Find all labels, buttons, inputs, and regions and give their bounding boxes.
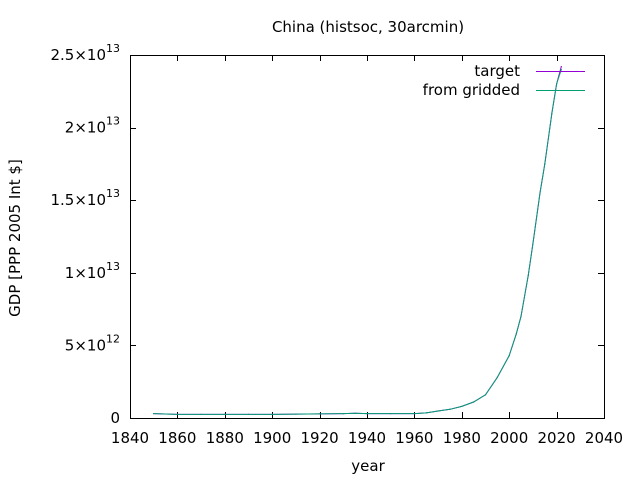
data-point [556, 83, 558, 85]
y-tick-label: 1×1013 [65, 260, 120, 282]
legend-item: target [474, 62, 585, 80]
y-tick-mantissa: 5×10 [65, 336, 106, 354]
series-from-gridded [153, 68, 562, 415]
x-tick-label: 1980 [443, 429, 481, 447]
data-point [295, 413, 297, 415]
x-tick-label: 1960 [395, 429, 433, 447]
plot-frame [130, 55, 605, 419]
data-point [532, 243, 534, 245]
y-tick-exponent: 13 [106, 187, 120, 200]
series-line [153, 66, 562, 415]
data-point [176, 413, 178, 415]
y-tick-label: 5×1012 [65, 332, 120, 354]
data-point [461, 405, 463, 407]
y-tick-mantissa: 2×10 [65, 119, 106, 137]
data-point [153, 413, 155, 415]
y-tick-mantissa: 1×10 [65, 264, 106, 282]
y-tick-exponent: 13 [106, 42, 120, 55]
y-tick-mantissa: 1.5×10 [50, 191, 106, 209]
data-point [413, 413, 415, 415]
data-point [449, 408, 451, 410]
y-tick-label: 1.5×1013 [50, 187, 120, 209]
y-axis-label: GDP [PPP 2005 Int $] [6, 159, 24, 317]
chart-title: China (histsoc, 30arcmin) [272, 18, 464, 36]
data-point [539, 192, 541, 194]
data-point [271, 413, 273, 415]
data-point [390, 413, 392, 415]
y-tick-label: 0 [110, 409, 120, 427]
x-tick-label: 1840 [111, 429, 149, 447]
data-point [366, 413, 368, 415]
x-tick-label: 1860 [158, 429, 196, 447]
x-tick-label: 2020 [538, 429, 576, 447]
y-tick-label: 2.5×1013 [50, 42, 120, 64]
data-point [342, 413, 344, 415]
data-point [544, 163, 546, 165]
legend-item: from gridded [423, 81, 585, 99]
y-tick-exponent: 12 [106, 332, 120, 345]
data-point [551, 112, 553, 114]
legend-label: from gridded [423, 81, 520, 99]
axis-ticks: 1840 1860 1880 1900 1920 1940 1960 1980 2000 2020… [50, 42, 623, 447]
y-tick-mantissa: 2.5×10 [50, 46, 106, 64]
series-target [153, 66, 562, 415]
data-point [484, 394, 487, 396]
y-tick-label: 2×1013 [65, 115, 120, 137]
data-point [508, 355, 510, 357]
data-point [527, 275, 529, 277]
y-tick-mantissa: 0 [110, 409, 120, 427]
data-point [354, 412, 356, 414]
x-tick-label: 1940 [348, 429, 386, 447]
x-tick-label: 2040 [585, 429, 623, 447]
data-point [473, 401, 475, 403]
data-point [515, 333, 517, 335]
y-tick-exponent: 13 [106, 115, 120, 128]
x-tick-label: 1900 [253, 429, 291, 447]
data-point [520, 315, 522, 317]
series-line [153, 69, 562, 415]
data-point [200, 413, 202, 415]
data-point [247, 413, 250, 415]
series-lines [153, 66, 562, 415]
data-point [496, 376, 498, 378]
y-tick-exponent: 13 [106, 260, 120, 273]
x-axis-label: year [351, 457, 385, 475]
data-point [560, 66, 562, 68]
data-point [224, 413, 226, 415]
x-tick-label: 1920 [301, 429, 339, 447]
x-tick-label: 2000 [490, 429, 528, 447]
x-tick-label: 1880 [206, 429, 244, 447]
data-point [425, 412, 427, 414]
data-point [437, 410, 439, 412]
data-point [319, 413, 321, 415]
legend-label: target [474, 62, 520, 80]
data-point [560, 68, 562, 71]
